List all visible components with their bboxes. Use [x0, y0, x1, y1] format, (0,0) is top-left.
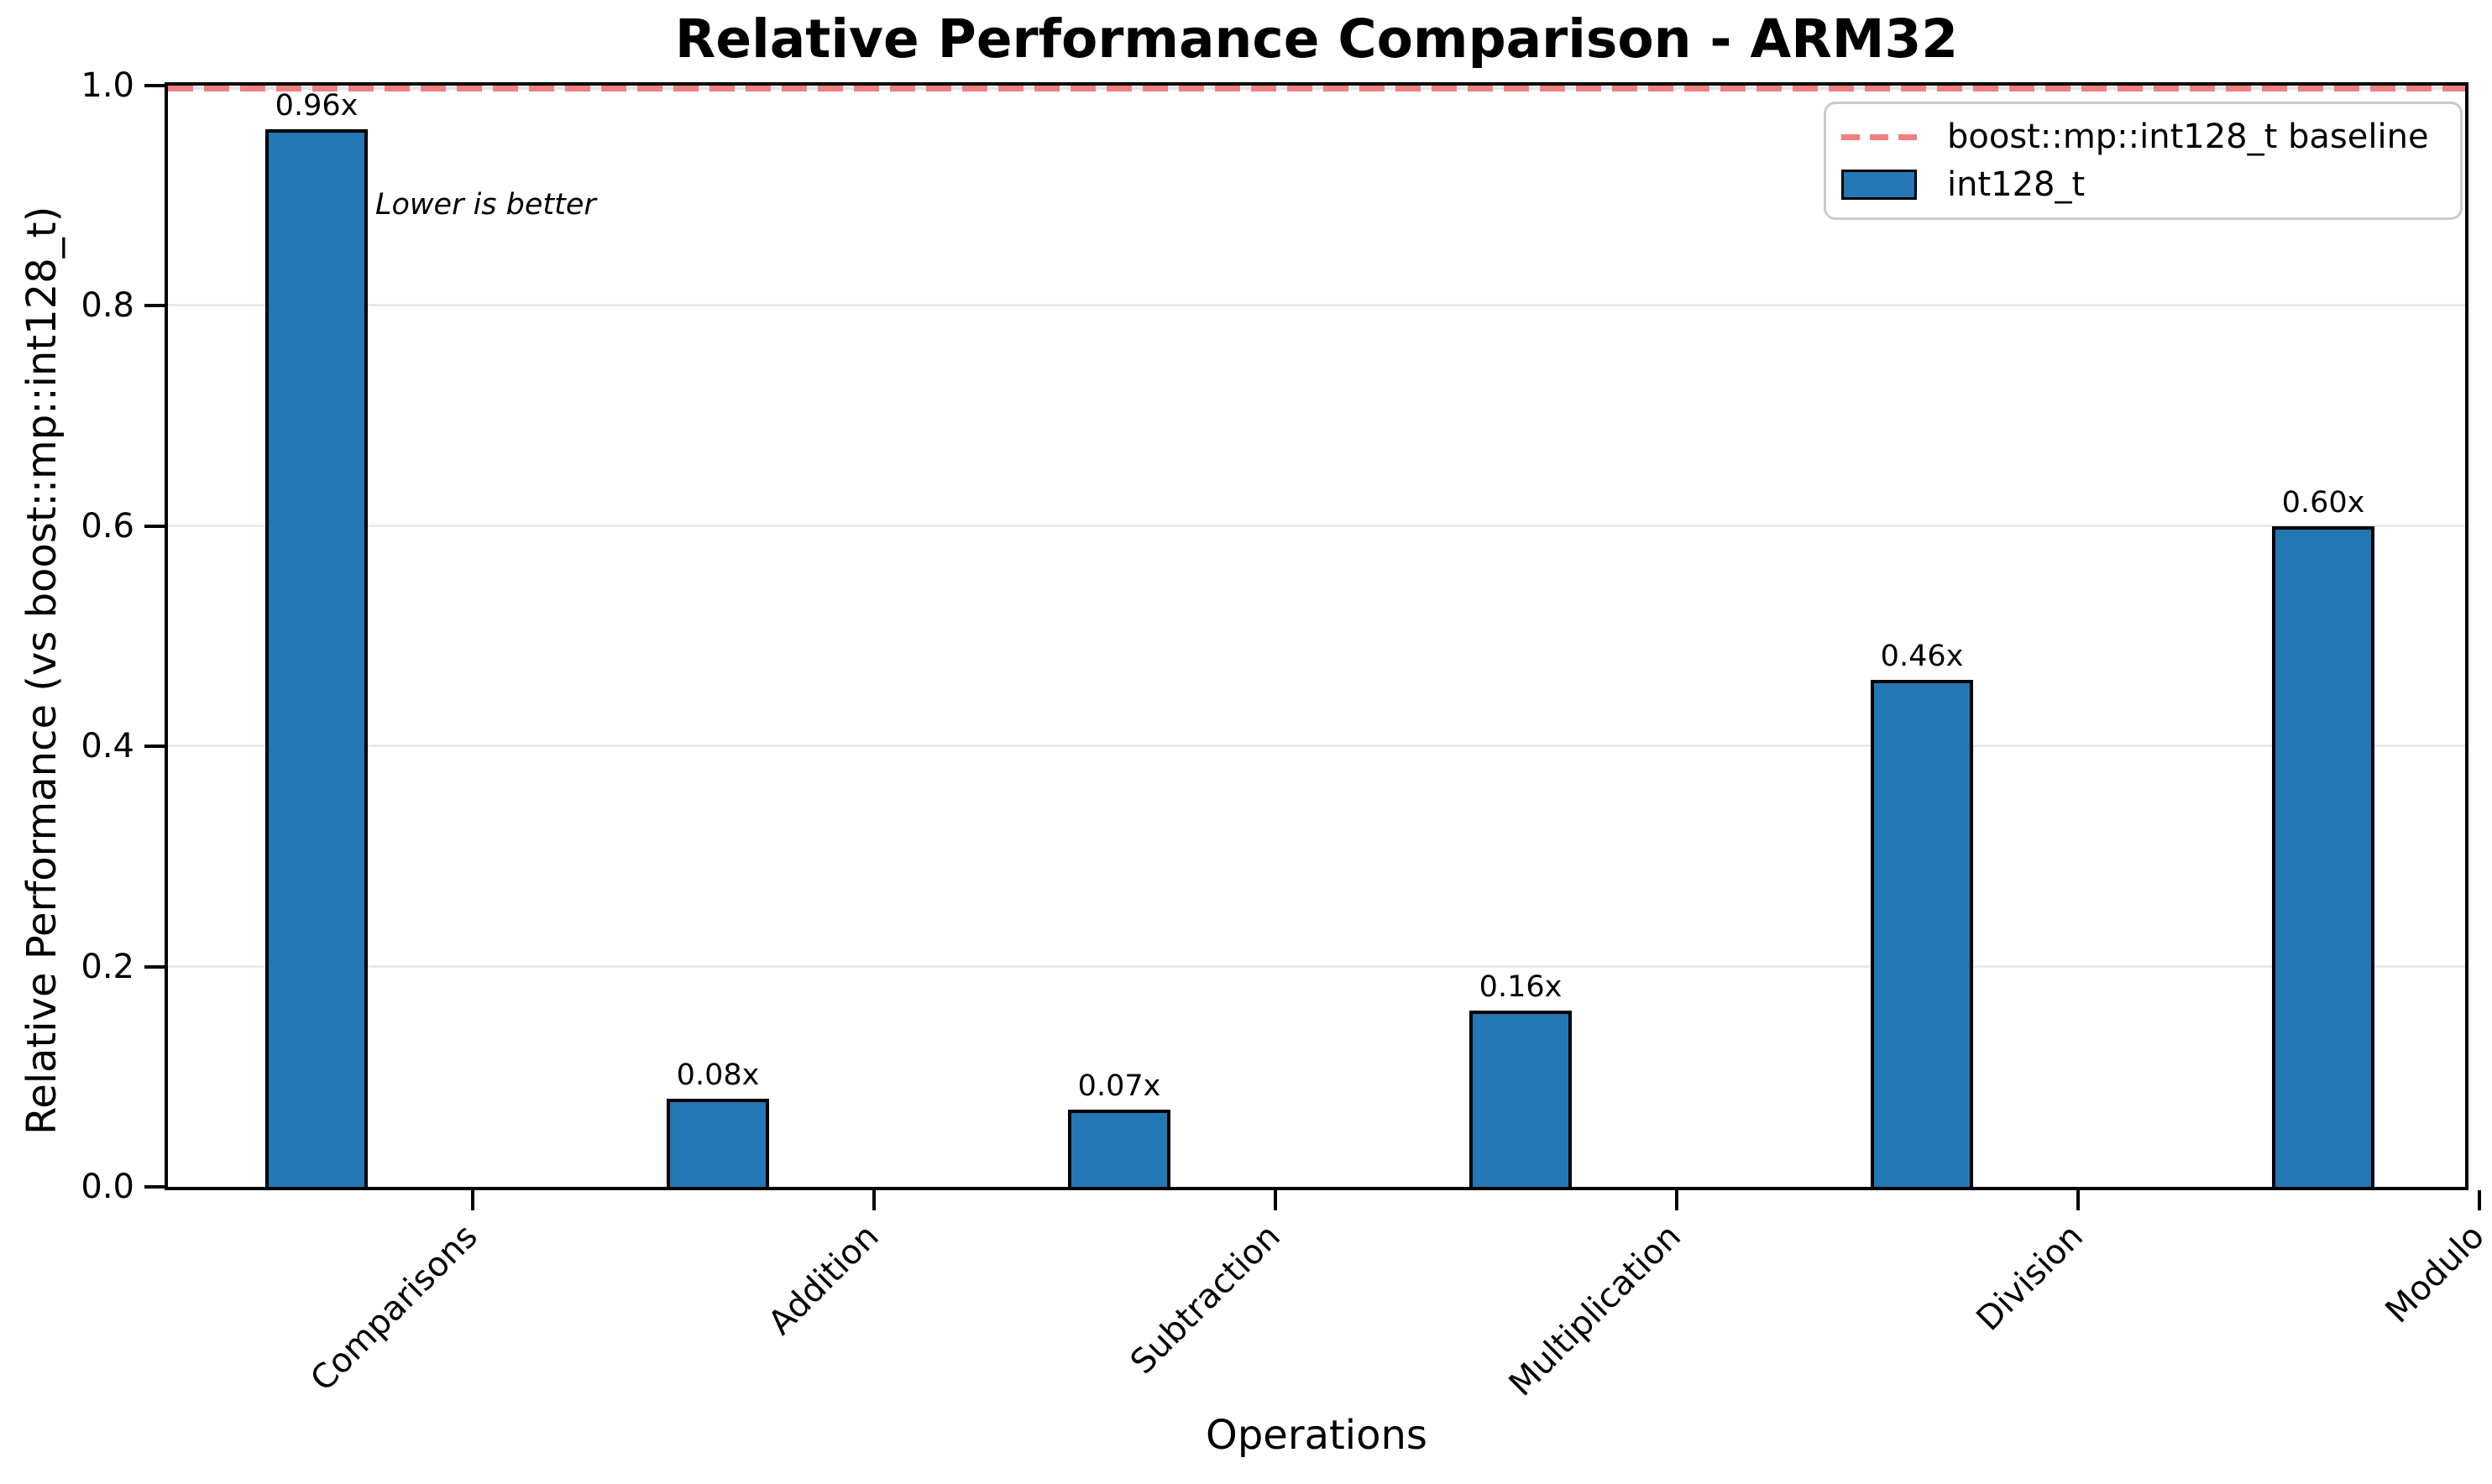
y-tick-mark — [144, 524, 165, 528]
gridline — [168, 524, 2465, 527]
x-tick-label-division: Division — [1968, 1217, 2091, 1339]
x-tick-label-multiplication: Multiplication — [1502, 1217, 1689, 1404]
y-tick-mark — [144, 964, 165, 969]
legend-baseline-label: boost::mp::int128_t baseline — [1947, 118, 2429, 157]
bar-value-label: 0.96x — [275, 89, 359, 123]
x-tick-label-addition: Addition — [761, 1217, 887, 1343]
bar-value-label: 0.16x — [1479, 970, 1563, 1005]
y-tick-mark — [144, 745, 165, 749]
bar-modulo — [2272, 525, 2374, 1187]
y-tick-mark — [144, 304, 165, 308]
y-tick-label: 0.8 — [81, 286, 134, 326]
plot-area: Lower is better — [165, 82, 2468, 1190]
bar-subtraction — [1068, 1110, 1170, 1187]
x-tick-label-subtraction: Subtraction — [1123, 1217, 1288, 1382]
bar-value-label: 0.46x — [1880, 640, 1964, 674]
legend-entry-baseline: boost::mp::int128_t baseline — [1841, 118, 2460, 156]
y-tick-label: 0.2 — [81, 947, 134, 986]
x-tick-mark — [1675, 1190, 1678, 1210]
y-tick-mark — [144, 84, 165, 87]
x-tick-mark — [1274, 1190, 1277, 1210]
x-tick-mark — [2076, 1190, 2080, 1210]
chart-title: Relative Performance Comparison - ARM32 — [674, 8, 1959, 70]
bar-swatch-icon — [1841, 169, 1917, 200]
y-tick-label: 0.6 — [81, 506, 134, 546]
gridline — [168, 964, 2465, 968]
y-tick-mark — [144, 1185, 165, 1189]
annotation-lower-is-better: Lower is better — [375, 188, 596, 222]
dashed-line-icon — [1841, 133, 1917, 140]
gridline — [168, 304, 2465, 307]
x-tick-label-comparisons: Comparisons — [302, 1217, 485, 1399]
bar-division — [1871, 680, 1973, 1187]
legend-int128-label: int128_t — [1947, 165, 2086, 204]
x-tick-mark — [2478, 1190, 2481, 1210]
legend-entry-int128: int128_t — [1841, 165, 2460, 204]
baseline-dashed-line — [168, 86, 2465, 91]
y-tick-label: 0.0 — [81, 1168, 134, 1206]
x-tick-mark — [471, 1190, 474, 1210]
y-tick-label: 0.4 — [81, 727, 134, 766]
bar-addition — [667, 1099, 769, 1187]
y-axis-label: Relative Performance (vs boost::mp::int1… — [18, 206, 65, 1135]
bar-comparisons — [265, 129, 368, 1187]
x-tick-mark — [872, 1190, 876, 1210]
x-axis-label: Operations — [1206, 1412, 1427, 1459]
legend: boost::mp::int128_t baseline int128_t — [1824, 102, 2463, 220]
y-tick-label: 1.0 — [81, 66, 134, 105]
gridline — [168, 745, 2465, 748]
bar-multiplication — [1469, 1011, 1572, 1187]
bar-value-label: 0.08x — [676, 1058, 760, 1093]
bar-value-label: 0.60x — [2281, 485, 2365, 520]
bar-value-label: 0.07x — [1077, 1069, 1161, 1104]
x-tick-label-modulo: Modulo — [2378, 1217, 2492, 1331]
